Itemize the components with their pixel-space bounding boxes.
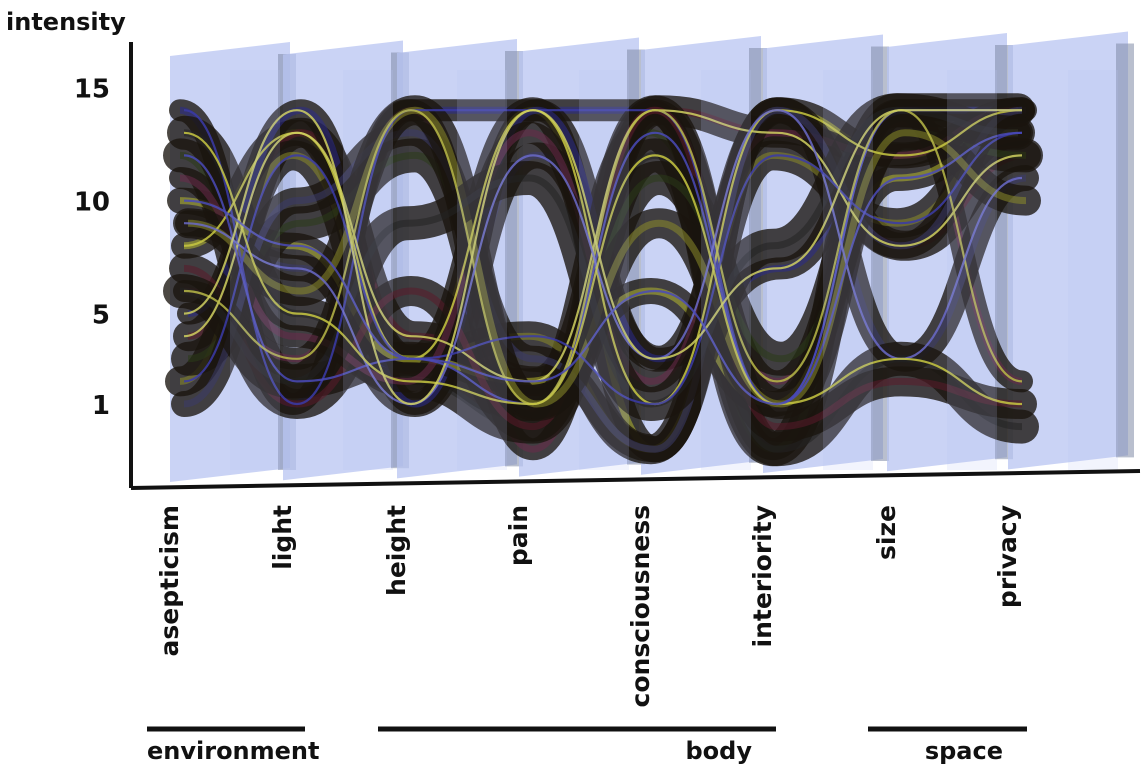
x-tick-label: consciousness — [626, 505, 655, 707]
panel-veils — [230, 70, 1118, 470]
data-line — [183, 109, 1023, 383]
x-tick-label: asepticism — [155, 505, 184, 656]
panel-veil — [579, 70, 629, 470]
y-tick-labels: 15 10 5 1 — [74, 75, 110, 421]
x-tick-label: interiority — [748, 505, 777, 648]
x-tick-label: size — [872, 505, 901, 560]
x-tick-label: pain — [504, 505, 533, 566]
y-tick-label: 15 — [74, 75, 110, 105]
data-line — [183, 109, 1023, 406]
data-line — [183, 109, 1022, 406]
panel-veil — [343, 70, 393, 470]
y-axis-title: intensity — [6, 8, 126, 36]
data-lines — [183, 109, 1023, 406]
x-tick-label: height — [382, 505, 411, 596]
category-groups: environment body space — [147, 726, 1027, 765]
group-label: environment — [147, 737, 320, 765]
y-tick-label: 5 — [92, 301, 110, 331]
x-tick-label: privacy — [993, 505, 1022, 608]
category-panel — [1008, 31, 1128, 470]
y-tick-label: 1 — [92, 391, 110, 421]
panel-veil — [701, 70, 751, 470]
panel-veil — [947, 70, 997, 470]
data-line — [183, 131, 1023, 406]
panel-veil — [1068, 70, 1118, 470]
data-band-tint — [179, 106, 1019, 408]
panel-veil — [457, 70, 507, 470]
data-line — [183, 109, 1022, 406]
panel-divider — [1116, 43, 1134, 458]
group-label: space — [925, 737, 1003, 765]
panel-veil — [823, 70, 873, 470]
x-tick-labels: asepticism light height pain consciousness in… — [155, 505, 1022, 707]
x-axis-line — [130, 469, 1141, 490]
data-band-tint — [183, 106, 1023, 453]
data-line — [183, 131, 1023, 406]
data-line — [183, 131, 1023, 406]
y-tick-label: 10 — [74, 188, 110, 218]
group-label: body — [686, 737, 753, 765]
data-line — [183, 109, 1023, 406]
x-tick-label: light — [268, 505, 297, 570]
panel-veil — [230, 70, 280, 470]
data-line — [183, 109, 1023, 406]
